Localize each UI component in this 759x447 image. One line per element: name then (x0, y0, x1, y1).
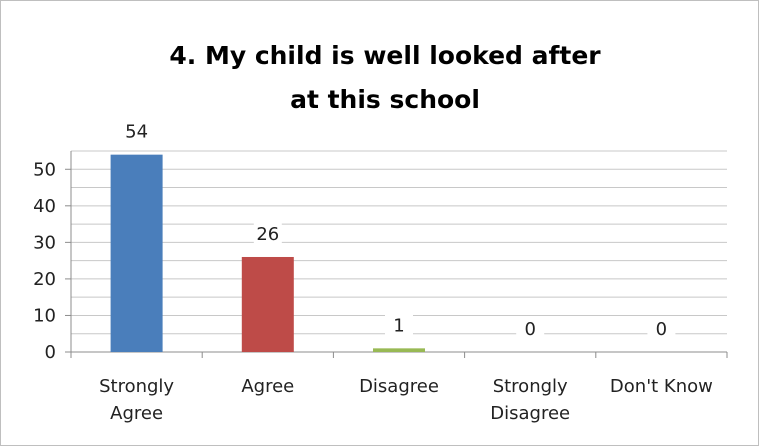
category-label: Don't Know (610, 376, 713, 397)
data-label-background (516, 316, 545, 340)
data-label-background (385, 312, 413, 337)
category-label: Disagree (359, 376, 439, 397)
category-label: Strongly (493, 376, 568, 397)
category-label: Disagree (490, 403, 570, 424)
data-label-background (122, 118, 151, 143)
bar (241, 256, 294, 352)
bar (373, 348, 425, 352)
y-tick-label: 10 (33, 305, 56, 326)
y-tick-label: 30 (33, 232, 56, 253)
chart-title-line: at this school (290, 85, 480, 114)
bar (110, 154, 163, 352)
data-label: 54 (125, 122, 148, 143)
category-label: Strongly (99, 376, 174, 397)
data-label: 1 (393, 315, 404, 336)
y-tick-label: 0 (45, 342, 56, 363)
y-tick-label: 50 (33, 159, 56, 180)
data-label: 0 (656, 319, 667, 340)
chart-title-line: 4. My child is well looked after (169, 41, 601, 70)
category-label: Agree (110, 403, 163, 424)
data-label-background (253, 220, 282, 245)
data-label: 0 (524, 319, 535, 340)
category-label: Agree (241, 376, 294, 397)
y-tick-label: 40 (33, 196, 56, 217)
y-tick-label: 20 (33, 269, 56, 290)
data-label: 26 (256, 224, 279, 245)
data-label-background (647, 316, 676, 340)
